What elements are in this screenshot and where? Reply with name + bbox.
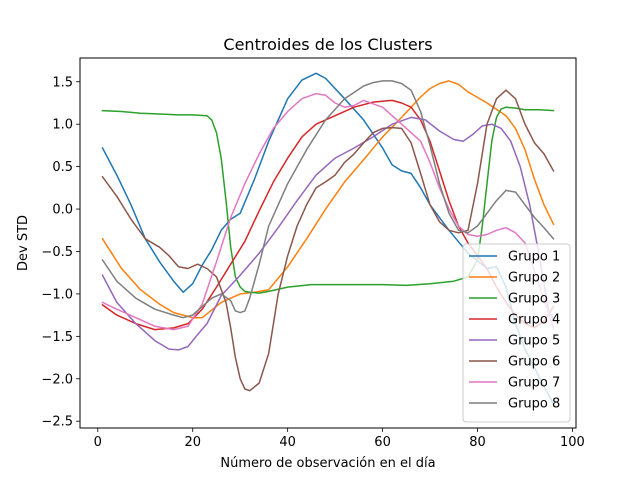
legend-label-6: Grupo 6 xyxy=(508,355,560,370)
plot-area xyxy=(79,57,577,429)
x-axis-label: Número de observación en el día xyxy=(220,456,435,471)
x-tick-label: 20 xyxy=(184,435,201,450)
legend-label-5: Grupo 5 xyxy=(508,334,560,349)
y-tick-label: −1.5 xyxy=(41,330,73,345)
y-tick-label: 1.0 xyxy=(52,118,73,133)
y-tick-label: 0.0 xyxy=(52,203,73,218)
legend-label-3: Grupo 3 xyxy=(508,292,560,307)
y-axis-label: Dev STD xyxy=(16,215,31,271)
legend-label-4: Grupo 4 xyxy=(508,313,560,328)
y-tick-label: −2.5 xyxy=(41,415,73,430)
x-tick-label: 0 xyxy=(94,435,102,450)
series-line-8 xyxy=(101,80,555,319)
legend-label-2: Grupo 2 xyxy=(508,271,560,286)
x-axis: 0 20 40 60 80 100 xyxy=(94,428,585,450)
chart-title: Centroides de los Clusters xyxy=(223,35,432,54)
y-tick-label: 1.5 xyxy=(52,75,73,90)
legend: Grupo 1 Grupo 2 Grupo 3 Grupo 4 Grupo 5 Grupo… xyxy=(462,243,571,423)
y-tick-label: −1.0 xyxy=(41,287,73,302)
x-tick-label: 40 xyxy=(279,435,296,450)
x-tick-label: 100 xyxy=(560,435,585,450)
y-axis: −2.5 −2.0 −1.5 −1.0 −0.5 0.0 0.5 1.0 1.5 xyxy=(41,75,80,430)
y-tick-label: −2.0 xyxy=(41,372,73,387)
legend-label-7: Grupo 7 xyxy=(508,376,560,391)
x-tick-label: 80 xyxy=(469,435,486,450)
y-tick-label: −0.5 xyxy=(41,245,73,260)
series-line-3 xyxy=(101,106,555,294)
series-line-6 xyxy=(101,89,555,392)
x-tick-label: 60 xyxy=(374,435,391,450)
legend-label-1: Grupo 1 xyxy=(508,250,560,265)
y-tick-label: 0.5 xyxy=(52,160,73,175)
legend-label-8: Grupo 8 xyxy=(508,397,560,412)
axes-frame xyxy=(79,57,577,429)
legend-box xyxy=(462,243,571,423)
